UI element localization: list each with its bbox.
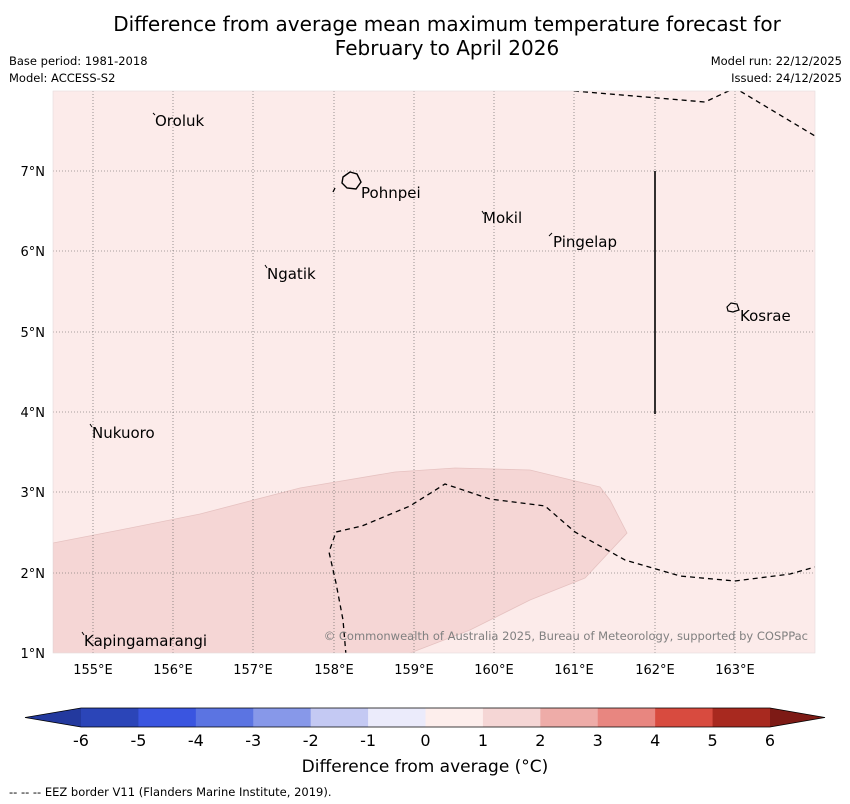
lat-label: 4°N <box>21 406 46 421</box>
colorbar-tick-label: -3 <box>245 731 261 750</box>
lon-label: 163°E <box>715 663 755 678</box>
map-frame <box>52 90 816 654</box>
colorbar: -6 -5 -4 -3 -2 -1 0 1 2 3 4 5 6 <box>24 707 826 750</box>
lat-label: 6°N <box>21 245 46 260</box>
model-name: Model: ACCESS-S2 <box>9 71 116 85</box>
lat-label: 1°N <box>21 647 46 662</box>
colorbar-segment <box>712 708 771 727</box>
island-label-pingelap: Pingelap <box>553 233 617 251</box>
lon-label: 158°E <box>314 663 354 678</box>
base-period: Base period: 1981-2018 <box>9 54 148 68</box>
colorbar-extend-low <box>25 708 81 727</box>
colorbar-ticks: -6 -5 -4 -3 -2 -1 0 1 2 3 4 5 6 <box>73 731 775 750</box>
colorbar-tick-label: 2 <box>535 731 545 750</box>
title-line-1: Difference from average mean maximum tem… <box>113 12 781 36</box>
colorbar-tick-label: -4 <box>188 731 204 750</box>
colorbar-tick-label: -5 <box>130 731 146 750</box>
colorbar-segment <box>597 708 656 727</box>
colorbar-tick-label: -2 <box>303 731 319 750</box>
lon-label: 157°E <box>233 663 273 678</box>
longitude-labels: 155°E 156°E 157°E 158°E 159°E 160°E 161°… <box>73 663 755 678</box>
colorbar-segment <box>81 708 139 727</box>
title-line-2: February to April 2026 <box>334 36 560 60</box>
run-info: Model run: 22/12/2025 Issued: 24/12/2025 <box>711 53 842 87</box>
lat-label: 2°N <box>21 567 46 582</box>
map-title: Difference from average mean maximum tem… <box>0 12 850 60</box>
copyright-notice: © Commonwealth of Australia 2025, Bureau… <box>324 629 808 643</box>
island-label-mokil: Mokil <box>483 209 522 227</box>
colorbar-tick-label: -6 <box>73 731 89 750</box>
colorbar-segment <box>310 708 369 727</box>
issued-date: Issued: 24/12/2025 <box>731 71 842 85</box>
lon-label: 162°E <box>635 663 675 678</box>
colorbar-label: Difference from average (°C) <box>301 757 549 777</box>
colorbar-segment <box>655 708 714 727</box>
atoll-markers <box>81 112 553 636</box>
lon-label: 156°E <box>153 663 193 678</box>
colorbar-extend-high <box>770 708 825 727</box>
colorbar-tick-label: 3 <box>593 731 603 750</box>
lat-label: 3°N <box>21 486 46 501</box>
lat-label: 7°N <box>21 165 46 180</box>
lon-label: 155°E <box>73 663 113 678</box>
colorbar-outline <box>24 707 826 728</box>
island-label-ngatik: Ngatik <box>267 265 316 283</box>
colorbar-segment <box>138 708 197 727</box>
colorbar-segment <box>368 708 426 727</box>
pohnpei-island-shape <box>341 171 362 190</box>
colorbar-tick-label: 1 <box>478 731 488 750</box>
latitude-labels: 7°N 6°N 5°N 4°N 3°N 2°N 1°N <box>21 165 46 662</box>
eez-footnote: -- -- -- EEZ border V11 (Flanders Marine… <box>9 785 332 799</box>
island-label-kapingamarangi: Kapingamarangi <box>84 632 207 650</box>
colorbar-tick-label: 0 <box>420 731 430 750</box>
colorbar-segment <box>540 708 599 727</box>
lon-label: 160°E <box>474 663 514 678</box>
colorbar-tick-label: 5 <box>707 731 717 750</box>
model-info: Base period: 1981-2018 Model: ACCESS-S2 <box>9 53 148 87</box>
island-label-kosrae: Kosrae <box>740 307 791 325</box>
colorbar-tick-label: 4 <box>650 731 660 750</box>
anomaly-1-to-2-region <box>53 467 628 653</box>
colorbar-segment <box>253 708 312 727</box>
island-label-nukuoro: Nukuoro <box>92 424 155 442</box>
colorbar-tick-label: 6 <box>765 731 775 750</box>
colorbar-tick-label: -1 <box>360 731 376 750</box>
colorbar-segment <box>195 708 254 727</box>
colorbar-segment <box>482 708 541 727</box>
island-label-oroluk: Oroluk <box>155 112 204 130</box>
model-run: Model run: 22/12/2025 <box>710 54 842 68</box>
colorbar-segment <box>425 708 484 727</box>
lat-label: 5°N <box>21 326 46 341</box>
eez-borders <box>328 91 815 653</box>
map-figure: Oroluk Pohnpei Mokil Pingelap Ngatik Kos… <box>21 90 816 678</box>
lon-label: 161°E <box>554 663 594 678</box>
colorbar-segments <box>24 707 826 728</box>
kosrae-island-shape <box>726 302 740 313</box>
lon-label: 159°E <box>394 663 434 678</box>
island-label-pohnpei: Pohnpei <box>361 184 421 202</box>
